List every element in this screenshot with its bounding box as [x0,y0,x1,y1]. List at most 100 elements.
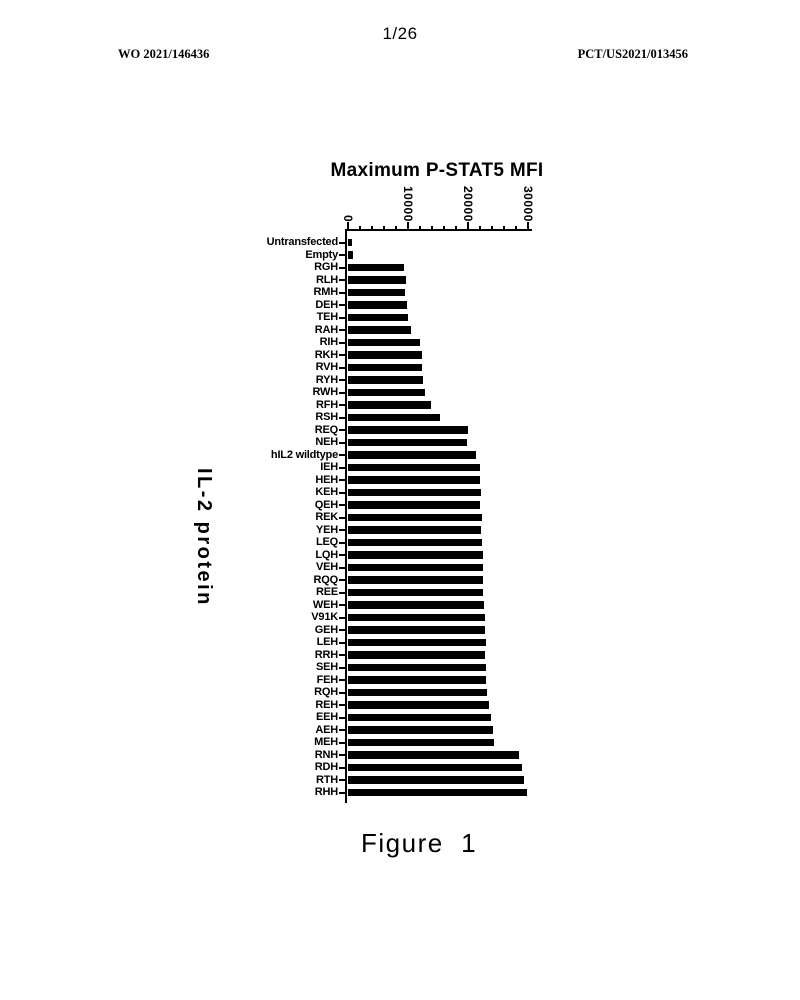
bar-row-label: Empty [305,248,338,261]
y-axis-row-tick [338,691,346,694]
chart-title: Maximum P-STAT5 MFI [330,160,544,181]
bar-row-label: V91K [311,611,338,624]
bar-row-label: Untransfected [266,236,339,249]
bar [347,676,487,684]
y-axis-row-tick [338,666,346,669]
x-axis-line [345,229,532,232]
x-axis-tick-label: 10000 [401,186,415,222]
bar [347,276,406,284]
bar [347,476,481,484]
y-axis-row-tick [338,716,346,719]
y-axis-row-tick [338,679,346,681]
bar-row-label: RSH [315,411,338,424]
bar-row-label: RMH [313,286,339,299]
y-axis-row-tick [338,641,346,644]
y-axis-row-tick [338,304,346,306]
bar-row-label: REE [315,586,338,599]
bar-row-label: RQQ [313,573,339,586]
bar [347,376,423,384]
bar [347,576,483,584]
bar [347,488,482,497]
y-axis-row-tick [338,416,346,419]
x-axis-tick-label: 0 [341,214,355,222]
x-axis-major-tick [467,222,469,231]
x-axis-minor-tick [419,226,421,231]
y-axis-row-tick [338,441,346,444]
bar [347,513,482,522]
y-axis-row-tick [338,341,346,344]
y-axis-row-tick [338,379,346,381]
bar [347,426,469,434]
x-axis-minor-tick [359,226,361,231]
x-axis-minor-tick [443,226,445,231]
bar [347,601,485,609]
y-axis-row-tick [338,279,346,281]
bar-row-label: RKH [314,348,338,361]
bar-row-label: LQH [315,548,338,561]
y-axis-row-tick [338,541,346,544]
y-axis-row-tick [338,391,346,394]
y-axis-row-tick [338,254,346,256]
application-number: PCT/US2021/013456 [577,47,688,61]
bar [347,713,491,722]
y-axis-row-tick [338,566,346,569]
bar [347,526,482,534]
bar-row-label: AEH [315,723,338,736]
figure-caption: Figure 1 [361,828,478,858]
y-axis-row-tick [338,616,346,619]
x-axis-minor-tick [395,226,397,231]
bar [347,263,404,272]
bar [347,288,406,297]
bar-row-label: EEH [315,711,338,724]
y-axis-row-tick [338,266,346,269]
bar-row-label: TEH [316,311,339,324]
bar-row-label: RYH [315,373,338,386]
bar-row-label: FEH [316,673,339,686]
bar-row-label: LEQ [315,536,338,549]
y-axis-row-tick [338,591,346,594]
y-axis-row-tick [338,291,346,294]
bar [347,538,482,547]
bar [347,738,494,747]
y-axis-row-tick [338,554,346,556]
bar [347,551,483,559]
x-axis-minor-tick [479,226,481,231]
y-axis-row-tick [338,779,346,781]
x-axis-minor-tick [503,226,505,231]
bar-row-label: KEH [315,486,338,499]
y-axis-row-tick [338,354,346,356]
bar [347,388,425,397]
bar [347,238,353,247]
y-axis-row-tick [338,429,346,431]
bar-row-label: QEH [314,498,338,511]
bar-row-label: DEH [315,298,338,311]
bar-row-label: REQ [314,423,338,436]
y-axis-row-tick [338,454,346,456]
x-axis-minor-tick [515,226,517,231]
bar-row-label: RDH [314,761,338,774]
bar [347,563,483,572]
y-axis-row-tick [338,504,346,506]
bar-row-label: RRH [314,648,338,661]
bar [347,726,493,734]
bar-row-label: VEH [315,561,338,574]
y-axis-row-tick [338,516,346,519]
y-axis-row-tick [338,754,346,756]
bar-row-label: RLH [315,273,338,286]
y-axis-row-tick [338,466,346,469]
bar-row-label: RVH [315,361,339,374]
y-axis-row-tick [338,629,346,631]
bar [347,351,422,359]
y-axis-line [345,229,348,803]
bar-row-label: SEH [315,661,338,674]
bar [347,401,431,409]
bar [347,776,525,784]
bar-row-label: RGH [314,261,338,274]
bar [347,338,421,347]
bar-row-label: WEH [312,598,338,611]
x-axis-minor-tick [431,226,433,231]
y-axis-row-tick [338,654,346,656]
x-axis-major-tick [347,222,349,231]
